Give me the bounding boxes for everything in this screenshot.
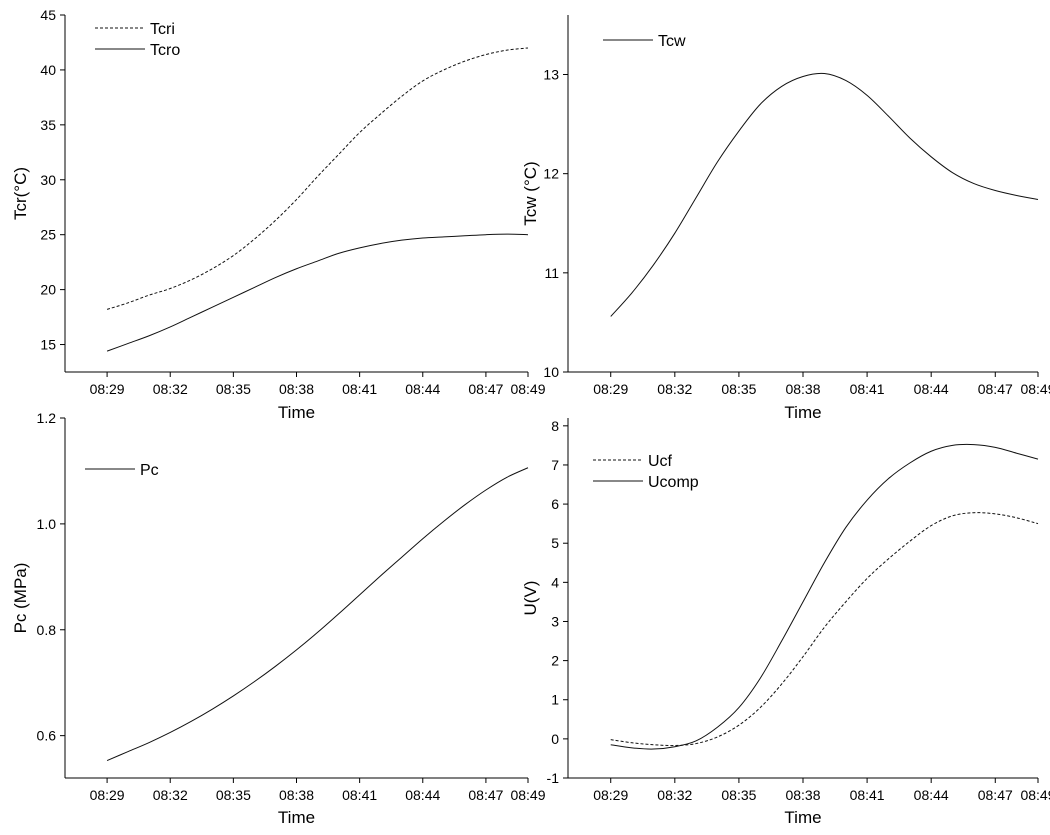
y-axis-title: Tcw (°C) (521, 161, 540, 225)
x-tick-label: 08:44 (405, 381, 440, 397)
series-line-tcw (610, 72, 1039, 317)
legend-label-ucf: Ucf (648, 453, 673, 470)
x-tick-label: 08:29 (593, 787, 628, 803)
x-tick-label: 08:38 (785, 381, 820, 397)
y-tick-label: 1.0 (37, 516, 57, 532)
y-tick-label: 10 (543, 364, 559, 380)
chart-tcw: 08:29 08:32 08:35 08:38 08:41 08:44 08:47 08:49… (521, 15, 1050, 422)
x-tick-label: 08:32 (153, 381, 188, 397)
legend-label-tcri: Tcri (150, 21, 175, 38)
x-tick-label: 08:41 (342, 787, 377, 803)
x-axis-title: Time (784, 808, 821, 827)
x-tick-label: 08:47 (978, 787, 1013, 803)
legend-label-tcw: Tcw (658, 33, 686, 50)
y-tick-label: 12 (543, 166, 559, 182)
y-tick-label: 1 (551, 692, 559, 708)
chart-pc: 08:29 08:32 08:35 08:38 08:41 08:44 08:47 08:49… (11, 410, 546, 827)
y-tick-label: 25 (40, 227, 56, 243)
series-line-ucf (610, 512, 1039, 747)
x-tick-label: 08:29 (90, 381, 125, 397)
series-line-ucomp (610, 443, 1039, 750)
x-tick-label: 08:35 (721, 787, 756, 803)
x-tick-label: 08:38 (785, 787, 820, 803)
y-tick-label: -1 (547, 770, 560, 786)
y-tick-label: 0.6 (37, 728, 57, 744)
x-tick-label: 08:41 (850, 381, 885, 397)
y-tick-label: 20 (40, 282, 56, 298)
x-axis-title: Time (278, 403, 315, 422)
y-tick-label: 40 (40, 62, 56, 78)
y-tick-label: 0 (551, 731, 559, 747)
y-tick-label: 6 (551, 496, 559, 512)
legend-label-tcro: Tcro (150, 42, 180, 59)
x-tick-label: 08:49 (510, 381, 545, 397)
y-tick-label: 2 (551, 653, 559, 669)
x-tick-label: 08:35 (721, 381, 756, 397)
x-tick-label: 08:47 (468, 381, 503, 397)
y-tick-label: 45 (40, 7, 56, 23)
y-axis-title: Tcr(°C) (11, 167, 30, 220)
chart-tcr: 08:29 08:32 08:35 08:38 08:41 08:44 08:47 08:49… (11, 7, 546, 422)
y-tick-label: 11 (544, 265, 559, 281)
x-tick-label: 08:38 (279, 787, 314, 803)
x-tick-label: 08:49 (510, 787, 545, 803)
y-tick-label: 4 (551, 574, 559, 590)
legend-label-ucomp: Ucomp (648, 474, 699, 491)
x-tick-label: 08:32 (657, 381, 692, 397)
y-tick-label: 5 (551, 535, 559, 551)
series-line-pc (106, 467, 529, 761)
x-tick-label: 08:29 (90, 787, 125, 803)
y-tick-label: 13 (543, 67, 559, 83)
x-tick-label: 08:41 (342, 381, 377, 397)
chart-u: 08:29 08:32 08:35 08:38 08:41 08:44 08:47 08:49… (521, 418, 1050, 827)
y-tick-label: 15 (40, 337, 56, 353)
x-tick-label: 08:35 (216, 787, 251, 803)
x-tick-label: 08:38 (279, 381, 314, 397)
x-tick-label: 08:32 (657, 787, 692, 803)
y-axis-title: Pc (MPa) (11, 563, 30, 634)
y-axis-title: U(V) (521, 581, 540, 616)
y-tick-label: 8 (551, 418, 559, 434)
x-tick-label: 08:49 (1020, 787, 1050, 803)
y-tick-label: 3 (551, 613, 559, 629)
legend-label-pc: Pc (140, 462, 159, 479)
x-tick-label: 08:32 (153, 787, 188, 803)
x-tick-label: 08:44 (914, 381, 949, 397)
x-tick-label: 08:47 (468, 787, 503, 803)
x-axis-title: Time (278, 808, 315, 827)
x-tick-label: 08:47 (978, 381, 1013, 397)
y-tick-label: 30 (40, 172, 56, 188)
y-tick-label: 0.8 (37, 622, 57, 638)
x-tick-label: 08:44 (914, 787, 949, 803)
y-tick-label: 7 (551, 457, 559, 473)
x-axis-title: Time (784, 403, 821, 422)
series-line-tcro (106, 233, 529, 352)
x-tick-label: 08:35 (216, 381, 251, 397)
y-tick-label: 35 (40, 117, 56, 133)
x-tick-label: 08:29 (593, 381, 628, 397)
x-tick-label: 08:44 (405, 787, 440, 803)
x-tick-label: 08:41 (850, 787, 885, 803)
y-tick-label: 1.2 (37, 410, 57, 426)
series-line-tcri (106, 47, 529, 310)
x-tick-label: 08:49 (1020, 381, 1050, 397)
